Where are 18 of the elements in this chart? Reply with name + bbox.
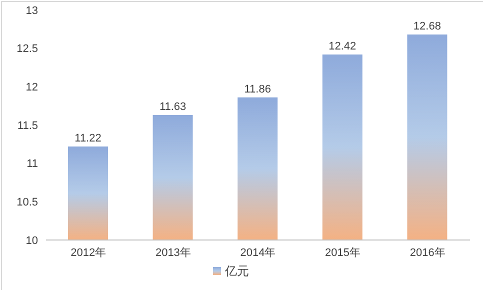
- y-tick-label: 12: [26, 82, 38, 94]
- data-label: 11.22: [74, 132, 102, 144]
- y-tick-label: 10.5: [16, 196, 38, 209]
- y-tick-label: 13: [26, 4, 38, 17]
- y-tick-label: 10: [26, 234, 38, 247]
- y-tick-label: 11: [26, 158, 38, 170]
- x-tick-label: 2016年: [410, 246, 446, 259]
- x-tick-label: 2012年: [70, 246, 106, 259]
- data-label: 11.63: [159, 101, 186, 114]
- data-label: 11.86: [244, 83, 271, 96]
- legend-label: 亿元: [225, 264, 249, 278]
- data-label: 12.68: [413, 20, 441, 33]
- data-label: 12.42: [328, 40, 356, 52]
- y-tick-label: 11.5: [17, 120, 38, 132]
- x-tick-label: 2015年: [325, 246, 361, 259]
- x-tick-label: 2013年: [155, 246, 191, 259]
- y-tick-label: 12.5: [16, 43, 38, 56]
- x-tick-label: 2014年: [240, 246, 276, 259]
